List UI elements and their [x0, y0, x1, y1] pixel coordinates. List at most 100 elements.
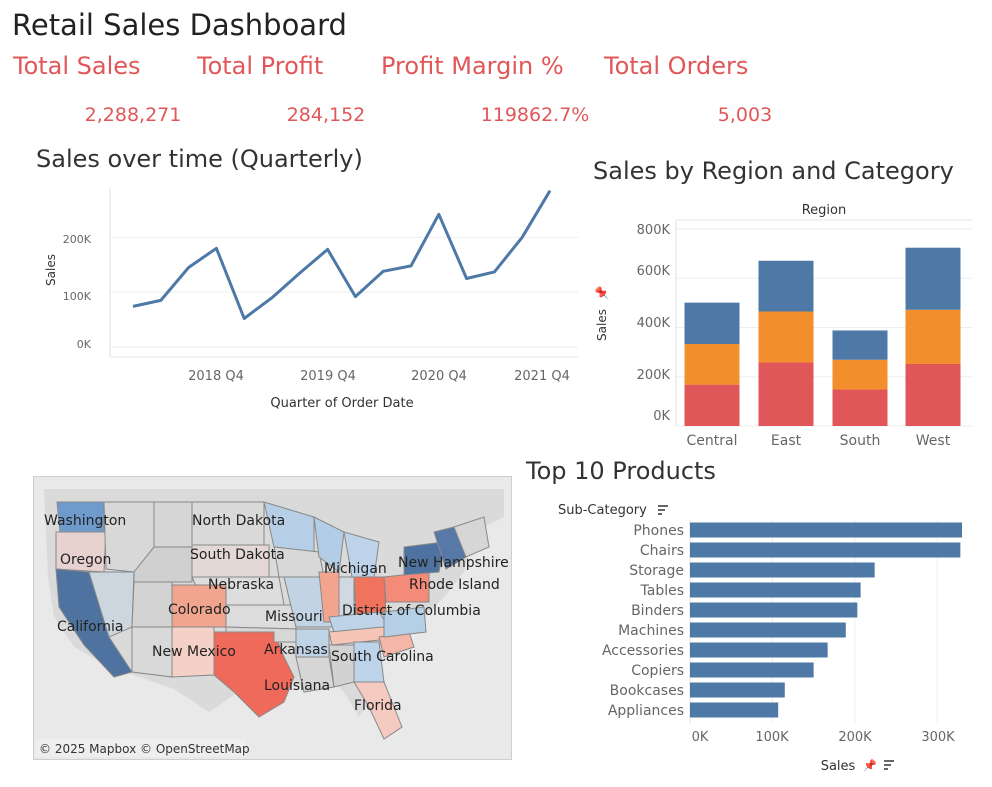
- state-maine[interactable]: [453, 516, 490, 558]
- line-ytick-label: 0K: [77, 338, 92, 351]
- region-bar-segment: [905, 309, 961, 364]
- top10-bar: [690, 702, 779, 718]
- region-chart-title: Sales by Region and Category: [593, 157, 954, 185]
- region-bar-segment: [832, 330, 888, 360]
- state-florida[interactable]: [353, 681, 403, 740]
- state-new-york[interactable]: [403, 541, 445, 576]
- line-xtick-label: 2021 Q4: [514, 369, 570, 384]
- region-category-label: South: [840, 433, 881, 449]
- line-xtick-label: 2019 Q4: [300, 369, 356, 384]
- region-bar-segment: [832, 389, 888, 426]
- region-ytick-label: 200K: [637, 368, 671, 383]
- kpi-total-sales-label: Total Sales: [13, 52, 141, 80]
- top-10-products-chart: Sub-Category Phones Chairs Storage Tables Bi…: [558, 503, 962, 774]
- state-montana[interactable]: [153, 501, 193, 548]
- top10-title: Top 10 Products: [526, 457, 716, 485]
- map-label: California: [57, 619, 123, 635]
- top10-category-label: Copiers: [631, 663, 684, 679]
- map-label: Arkansas: [264, 642, 328, 658]
- state-utah[interactable]: [131, 581, 173, 633]
- top10-bar: [690, 582, 861, 598]
- map-label: Nebraska: [208, 577, 274, 593]
- top10-bar: [690, 682, 785, 698]
- top10-bar: [690, 522, 962, 538]
- map-label: Michigan: [324, 561, 387, 577]
- top10-category-label: Tables: [640, 583, 685, 599]
- kpi-total-orders-value: 5,003: [717, 104, 773, 126]
- map-label: Florida: [354, 698, 402, 714]
- top10-xtick-label: 300K: [921, 730, 955, 745]
- map-label: New Mexico: [152, 644, 236, 660]
- top10-xtick-label: 200K: [838, 730, 872, 745]
- kpi-total-profit-value: 284,152: [286, 104, 366, 126]
- region-ytick-label: 0K: [653, 409, 670, 424]
- pin-icon[interactable]: 📌: [594, 285, 609, 300]
- top10-header: Sub-Category: [558, 503, 647, 518]
- top10-category-label: Accessories: [602, 643, 684, 659]
- region-category-label: West: [916, 433, 951, 449]
- kpi-profit-margin-value: 119862.7%: [480, 104, 590, 126]
- map-label: Oregon: [60, 552, 111, 568]
- region-bar-segment: [832, 359, 888, 390]
- top10-xtick-label: 0K: [692, 730, 709, 745]
- top10-category-label: Phones: [633, 523, 684, 539]
- line-y-axis-title: Sales: [44, 254, 58, 286]
- top10-bar: [690, 562, 875, 578]
- sort-icon[interactable]: [884, 760, 894, 770]
- map-attribution[interactable]: © 2025 Mapbox © OpenStreetMap: [39, 742, 250, 756]
- region-bar-segment: [684, 302, 740, 344]
- region-bar-segment: [905, 363, 961, 426]
- kpi-profit-margin-label: Profit Margin %: [381, 52, 564, 80]
- top10-category-label: Binders: [631, 603, 684, 619]
- top10-xtick-label: 100K: [755, 730, 789, 745]
- sales-over-time-chart: 200K 100K 0K 2018 Q4 2019 Q4 2020 Q4 202…: [44, 188, 578, 411]
- kpi-total-orders-label: Total Orders: [604, 52, 749, 80]
- top10-category-label: Chairs: [640, 543, 684, 559]
- map-canvas: Washington North Dakota Oregon South Dak…: [34, 477, 511, 759]
- region-bar-segment: [684, 343, 740, 385]
- map-label: New Hampshire: [398, 555, 509, 571]
- region-bar-segment: [758, 362, 814, 426]
- top10-bar: [690, 622, 846, 638]
- region-ytick-label: 600K: [637, 264, 671, 279]
- top10-bar: [690, 662, 814, 678]
- map-label: North Dakota: [192, 513, 285, 529]
- kpi-total-sales-value: 2,288,271: [84, 104, 182, 126]
- region-category-label: East: [771, 433, 802, 449]
- map-label: South Dakota: [190, 547, 285, 563]
- state-wisconsin[interactable]: [313, 516, 345, 573]
- sort-icon[interactable]: [658, 505, 668, 515]
- map-label: South Carolina: [331, 649, 434, 665]
- region-bar-segment: [758, 311, 814, 363]
- line-chart-title: Sales over time (Quarterly): [36, 145, 363, 173]
- dashboard-title: Retail Sales Dashboard: [12, 8, 347, 42]
- line-xtick-label: 2020 Q4: [411, 369, 467, 384]
- map-label: Colorado: [168, 602, 231, 618]
- top10-category-label: Appliances: [608, 703, 684, 719]
- region-y-axis-title: Sales: [595, 309, 609, 341]
- top10-category-label: Machines: [618, 623, 684, 639]
- pin-icon[interactable]: 📌: [863, 758, 877, 772]
- top10-bar: [690, 642, 828, 658]
- top10-bar: [690, 542, 961, 558]
- kpi-total-profit-label: Total Profit: [197, 52, 324, 80]
- state-virginia-nc[interactable]: [383, 606, 427, 638]
- region-ytick-label: 400K: [637, 316, 671, 331]
- map-label: District of Columbia: [342, 603, 481, 619]
- line-ytick-label: 200K: [63, 233, 92, 246]
- top10-x-axis-title: Sales: [821, 759, 856, 774]
- map-label: Washington: [44, 513, 126, 529]
- sales-line-series: [132, 189, 552, 320]
- region-bar-segment: [905, 247, 961, 310]
- region-bar-segment: [758, 260, 814, 312]
- top10-bar: [690, 602, 858, 618]
- top10-category-label: Storage: [629, 563, 684, 579]
- sales-map[interactable]: Washington North Dakota Oregon South Dak…: [33, 476, 512, 760]
- map-label: Rhode Island: [409, 577, 500, 593]
- line-ytick-label: 100K: [63, 290, 92, 303]
- region-category-label: Central: [687, 433, 738, 449]
- map-label: Missouri: [265, 609, 323, 625]
- map-attribution-bg: [36, 739, 246, 757]
- map-label: Louisiana: [264, 678, 330, 694]
- region-header: Region: [802, 203, 847, 218]
